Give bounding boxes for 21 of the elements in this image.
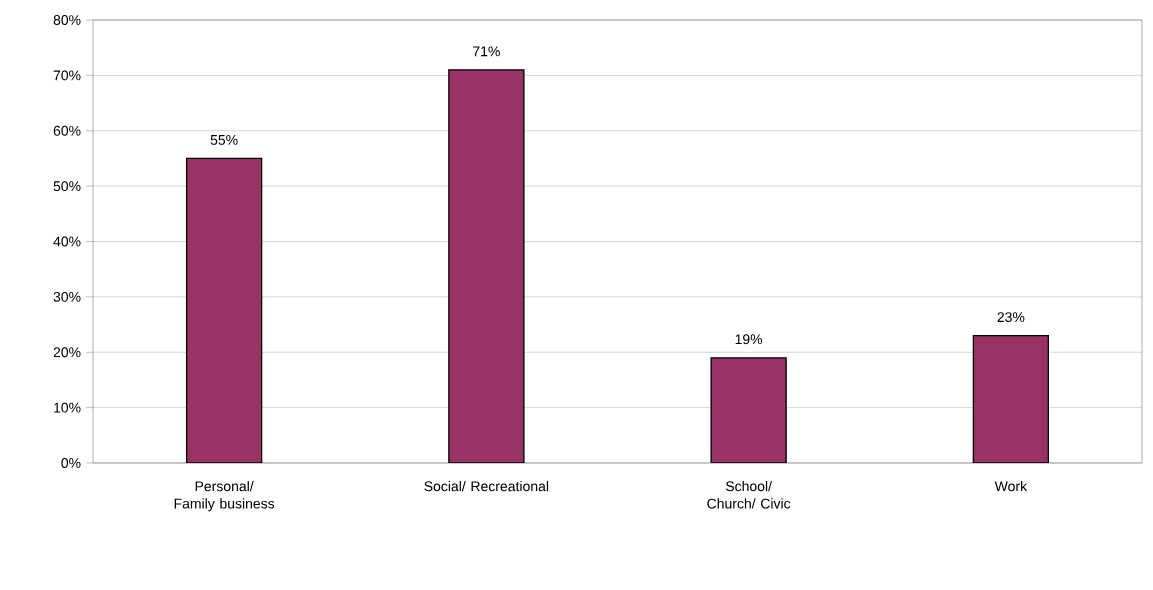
bar: [972, 334, 1050, 463]
bar: [710, 357, 787, 463]
data-label: 55%: [210, 135, 238, 145]
data-label: 71%: [473, 46, 500, 57]
x-tick-label: Personal/ Family business: [174, 480, 275, 512]
y-tick-label: 10%: [54, 402, 81, 413]
y-tick-label: 40%: [53, 236, 81, 247]
x-tick-label: Work: [994, 480, 1028, 492]
y-tick-label: 50%: [53, 181, 81, 192]
x-tick-label: Social/ Recreational: [424, 480, 549, 492]
y-tick-label: 80%: [53, 15, 81, 25]
data-label: 19%: [735, 334, 763, 345]
y-tick-label: 60%: [53, 125, 81, 136]
y-tick-label: 70%: [53, 70, 81, 81]
y-tick-label: 20%: [53, 347, 81, 358]
y-tick-label: 30%: [53, 291, 81, 302]
bar: [185, 157, 263, 463]
x-tick-label: School/ Church/ Civic: [707, 480, 791, 509]
data-label: 23%: [997, 312, 1025, 323]
bar: [448, 69, 525, 463]
y-tick-label: 0%: [61, 458, 81, 468]
